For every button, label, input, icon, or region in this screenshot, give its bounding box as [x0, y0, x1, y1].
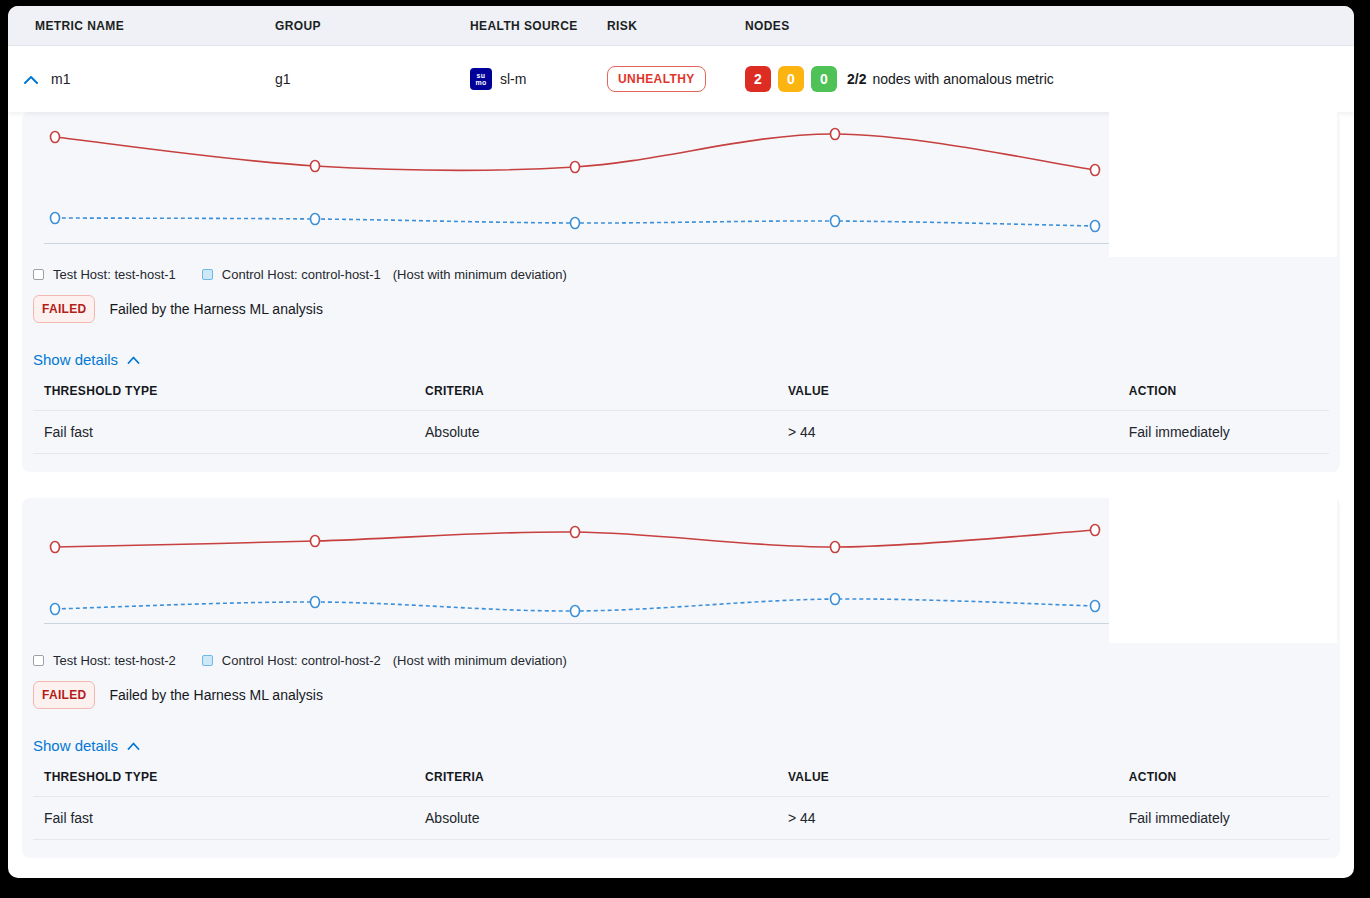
test-host-label: Test Host: test-host-1 [53, 267, 176, 282]
chart-side-panel [1109, 498, 1337, 643]
threshold-table-header: THRESHOLD TYPE CRITERIA VALUE ACTION [33, 758, 1329, 797]
failed-badge: FAILED [33, 295, 95, 323]
chevron-up-icon [127, 742, 140, 750]
threshold-type-value: Fail fast [33, 797, 414, 839]
metrics-table-header: METRIC NAME GROUP HEALTH SOURCE RISK NOD… [8, 6, 1354, 46]
threshold-type-value: Fail fast [33, 411, 414, 453]
health-source-label: sl-m [500, 71, 526, 87]
timeseries-chart-1 [22, 112, 1340, 257]
collapse-row-button[interactable] [23, 75, 39, 84]
value-cell: > 44 [777, 411, 1118, 453]
control-host-checkbox[interactable] [202, 269, 213, 280]
control-host-label: Control Host: control-host-1 [222, 267, 381, 282]
control-host-checkbox[interactable] [202, 655, 213, 666]
nodes-summary: 2/2 nodes with anomalous metric [847, 71, 1054, 87]
col-nodes: NODES [745, 19, 1354, 33]
analysis-status: FAILED Failed by the Harness ML analysis [33, 681, 1329, 709]
minimum-deviation-note: (Host with minimum deviation) [393, 653, 567, 668]
col-risk: RISK [607, 19, 745, 33]
show-details-toggle[interactable]: Show details [33, 351, 140, 368]
action-value: Fail immediately [1118, 797, 1329, 839]
timeseries-chart-2 [22, 498, 1340, 643]
minimum-deviation-note: (Host with minimum deviation) [393, 267, 567, 282]
sumo-logic-icon: su mo [470, 68, 492, 90]
metric-row[interactable]: m1 g1 su mo sl-m UNHEALTHY 2 0 0 2/2 node… [8, 46, 1354, 112]
metric-group: g1 [275, 71, 291, 87]
verification-metrics-panel: METRIC NAME GROUP HEALTH SOURCE RISK NOD… [8, 6, 1354, 878]
healthy-node-count: 0 [811, 66, 837, 92]
chart-side-panel [1109, 112, 1337, 257]
nodes-summary-text: nodes with anomalous metric [872, 71, 1053, 87]
metric-name: m1 [51, 71, 70, 87]
criteria-value: Absolute [414, 411, 777, 453]
failed-badge: FAILED [33, 681, 95, 709]
value-cell: > 44 [777, 797, 1118, 839]
node-count-chips: 2 0 0 [745, 66, 837, 92]
criteria-value: Absolute [414, 797, 777, 839]
analysis-message: Failed by the Harness ML analysis [109, 687, 322, 703]
chevron-up-icon [127, 356, 140, 364]
host-analysis-card-2: Test Host: test-host-2 Control Host: con… [22, 498, 1340, 858]
chevron-up-icon [23, 75, 39, 84]
show-details-toggle[interactable]: Show details [33, 737, 140, 754]
chart-legend: Test Host: test-host-2 Control Host: con… [33, 653, 1340, 668]
nodes-ratio: 2/2 [847, 71, 866, 87]
threshold-table-header: THRESHOLD TYPE CRITERIA VALUE ACTION [33, 372, 1329, 411]
threshold-table: THRESHOLD TYPE CRITERIA VALUE ACTION Fai… [33, 372, 1329, 454]
test-host-checkbox[interactable] [33, 269, 44, 280]
analysis-status: FAILED Failed by the Harness ML analysis [33, 295, 1329, 323]
threshold-table: THRESHOLD TYPE CRITERIA VALUE ACTION Fai… [33, 758, 1329, 840]
analysis-message: Failed by the Harness ML analysis [109, 301, 322, 317]
legend-test-host[interactable]: Test Host: test-host-2 [33, 653, 176, 668]
risk-badge: UNHEALTHY [607, 66, 706, 92]
chart-legend: Test Host: test-host-1 Control Host: con… [33, 267, 1340, 282]
unhealthy-node-count: 2 [745, 66, 771, 92]
test-host-checkbox[interactable] [33, 655, 44, 666]
action-value: Fail immediately [1118, 411, 1329, 453]
table-row: Fail fast Absolute > 44 Fail immediately [33, 797, 1329, 840]
col-health-source: HEALTH SOURCE [470, 19, 607, 33]
control-host-label: Control Host: control-host-2 [222, 653, 381, 668]
col-metric-name: METRIC NAME [35, 19, 275, 33]
col-group: GROUP [275, 19, 470, 33]
table-row: Fail fast Absolute > 44 Fail immediately [33, 411, 1329, 454]
legend-control-host[interactable]: Control Host: control-host-2 [202, 653, 381, 668]
warning-node-count: 0 [778, 66, 804, 92]
host-analysis-card-1: Test Host: test-host-1 Control Host: con… [22, 112, 1340, 472]
legend-test-host[interactable]: Test Host: test-host-1 [33, 267, 176, 282]
legend-control-host[interactable]: Control Host: control-host-1 [202, 267, 381, 282]
test-host-label: Test Host: test-host-2 [53, 653, 176, 668]
